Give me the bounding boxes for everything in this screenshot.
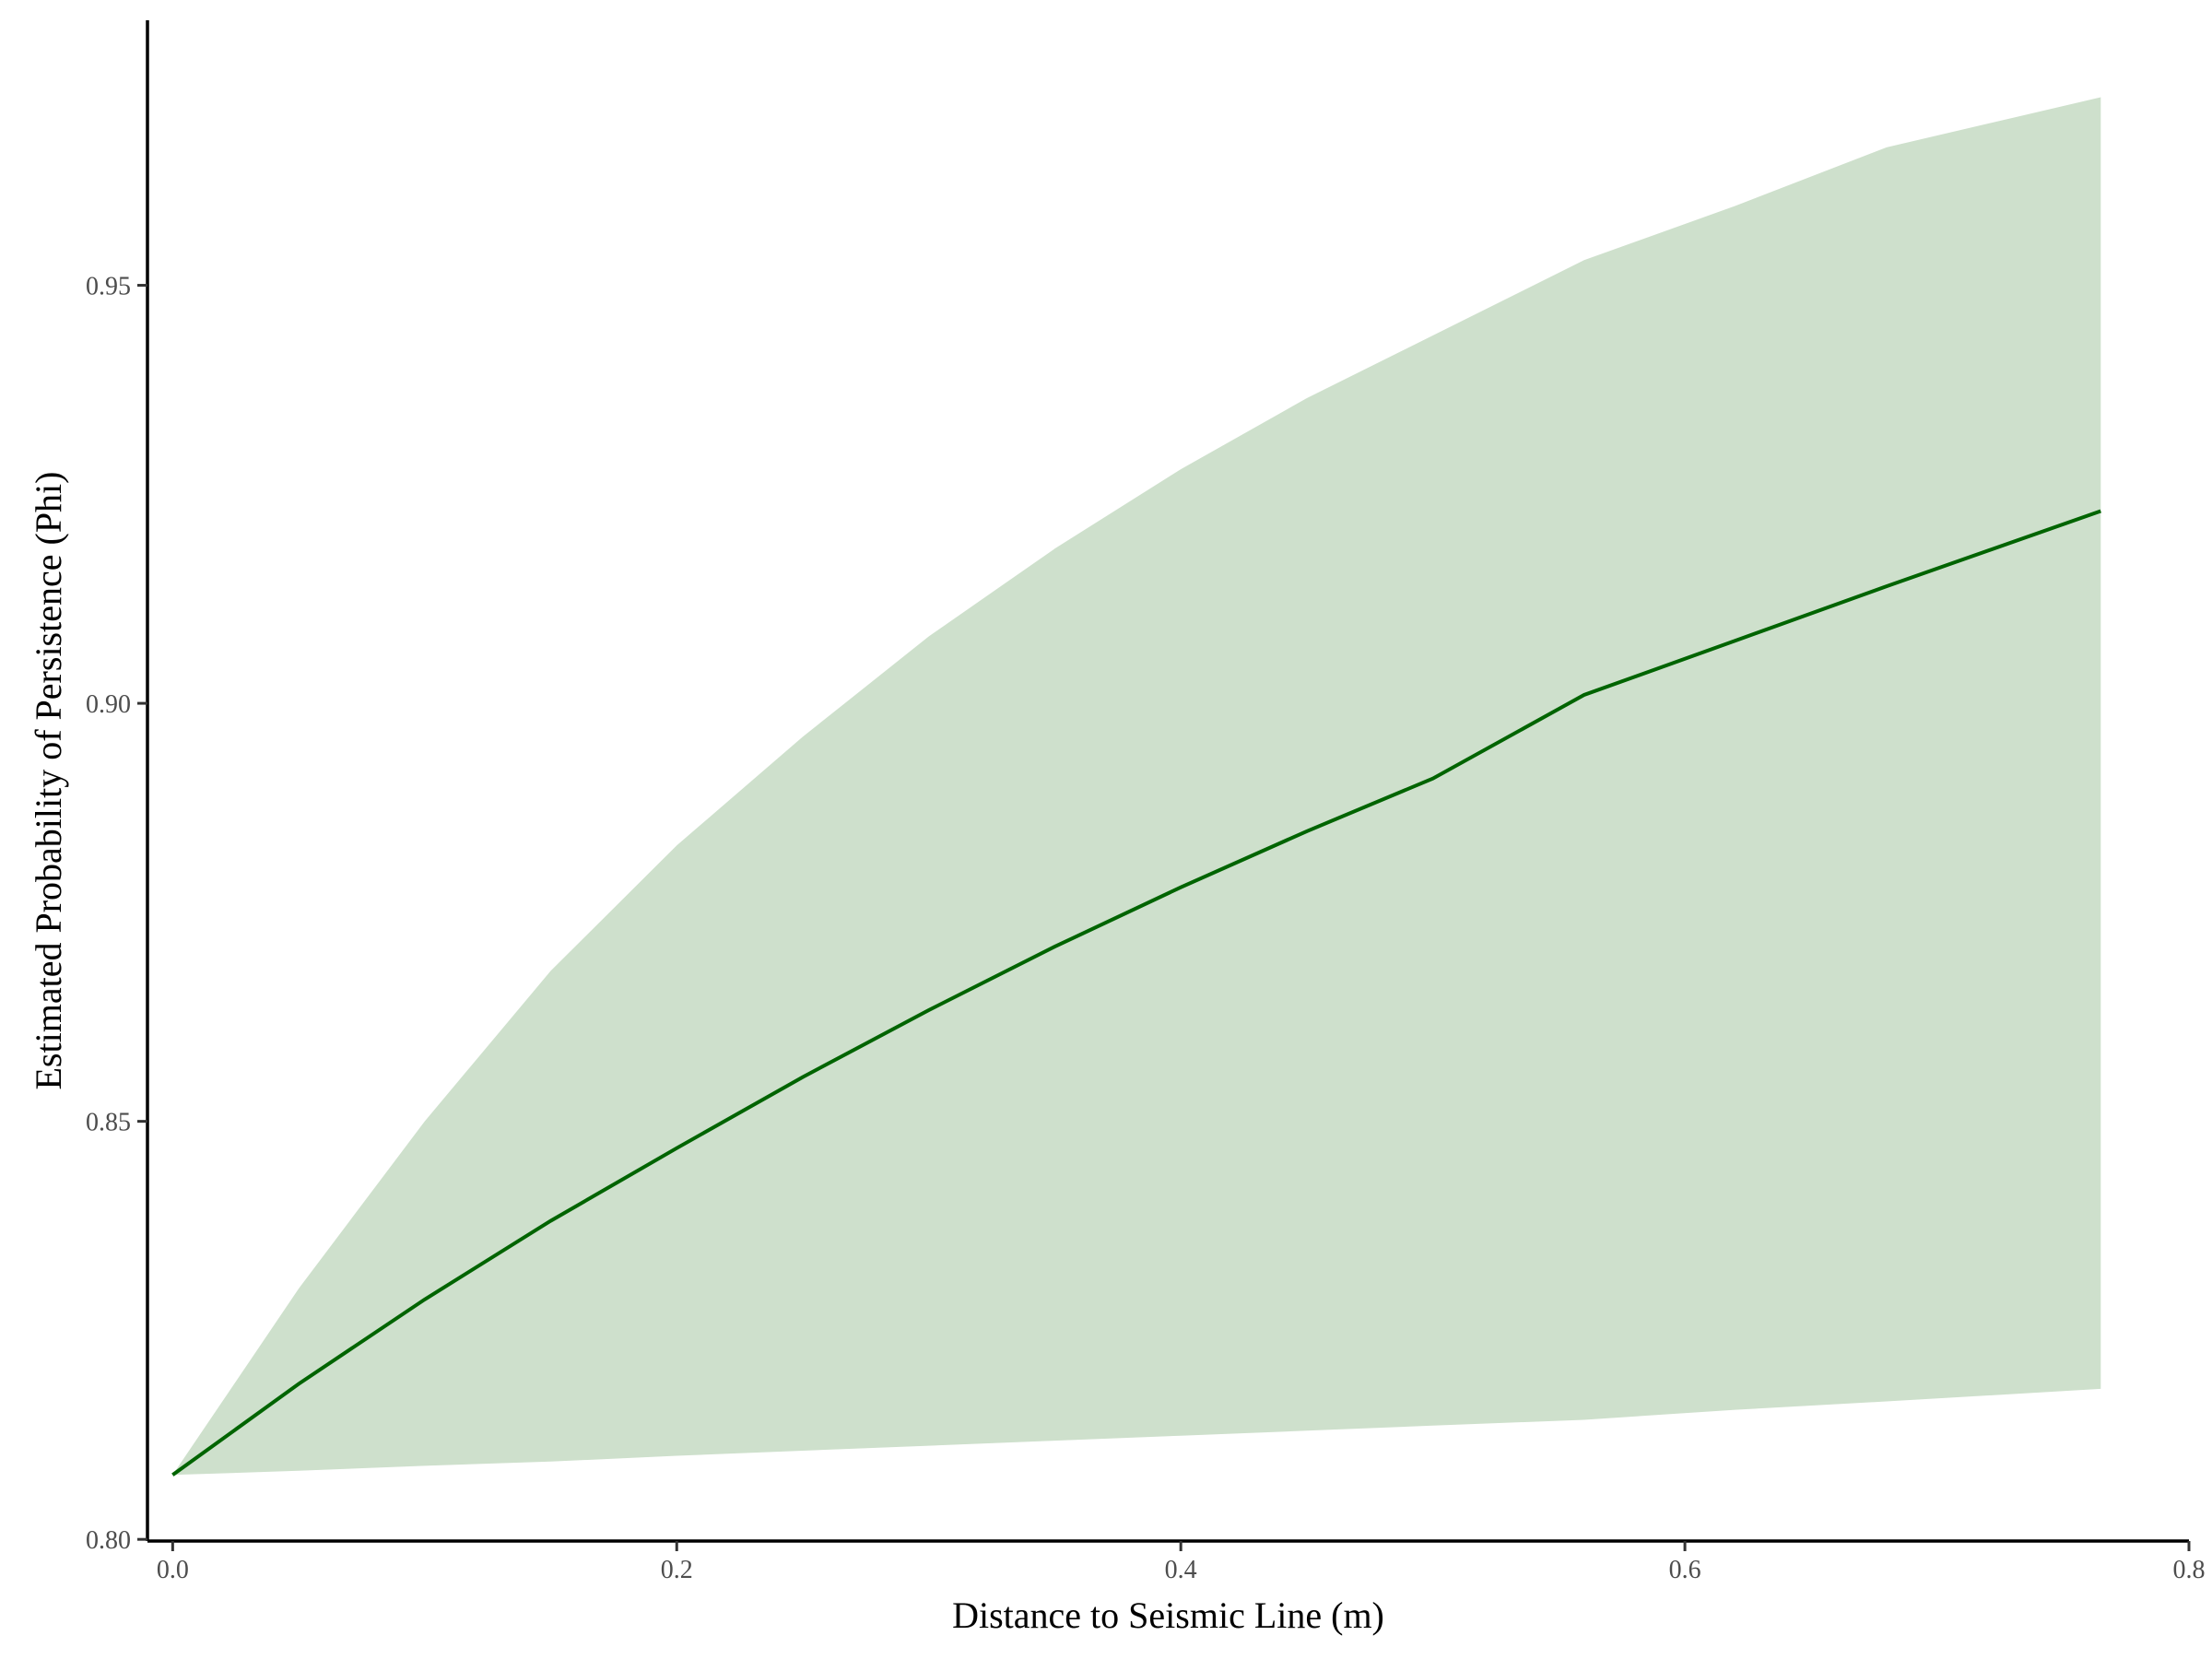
confidence-band bbox=[172, 97, 2101, 1476]
y-axis-title: Estimated Probability of Persistence (Ph… bbox=[28, 472, 69, 1090]
y-tick-label: 0.80 bbox=[86, 1526, 131, 1555]
plot-area bbox=[171, 97, 2101, 1477]
x-tick-label: 0.6 bbox=[1669, 1556, 1701, 1584]
x-tick-label: 0.0 bbox=[157, 1556, 189, 1584]
x-ticks: 0.0 0.2 0.4 0.6 0.8 bbox=[157, 1541, 2206, 1584]
x-tick-label: 0.2 bbox=[661, 1556, 693, 1584]
y-ticks: 0.80 0.85 0.90 0.95 bbox=[86, 273, 147, 1555]
y-tick-label: 0.85 bbox=[86, 1109, 131, 1137]
series-line bbox=[171, 509, 2101, 1477]
x-tick-label: 0.8 bbox=[2173, 1556, 2206, 1584]
y-tick-label: 0.95 bbox=[86, 273, 131, 301]
x-axis-title: Distance to Seismic Line (m) bbox=[952, 1594, 1384, 1636]
x-tick-label: 0.4 bbox=[1165, 1556, 1197, 1584]
y-tick-label: 0.90 bbox=[86, 690, 131, 719]
